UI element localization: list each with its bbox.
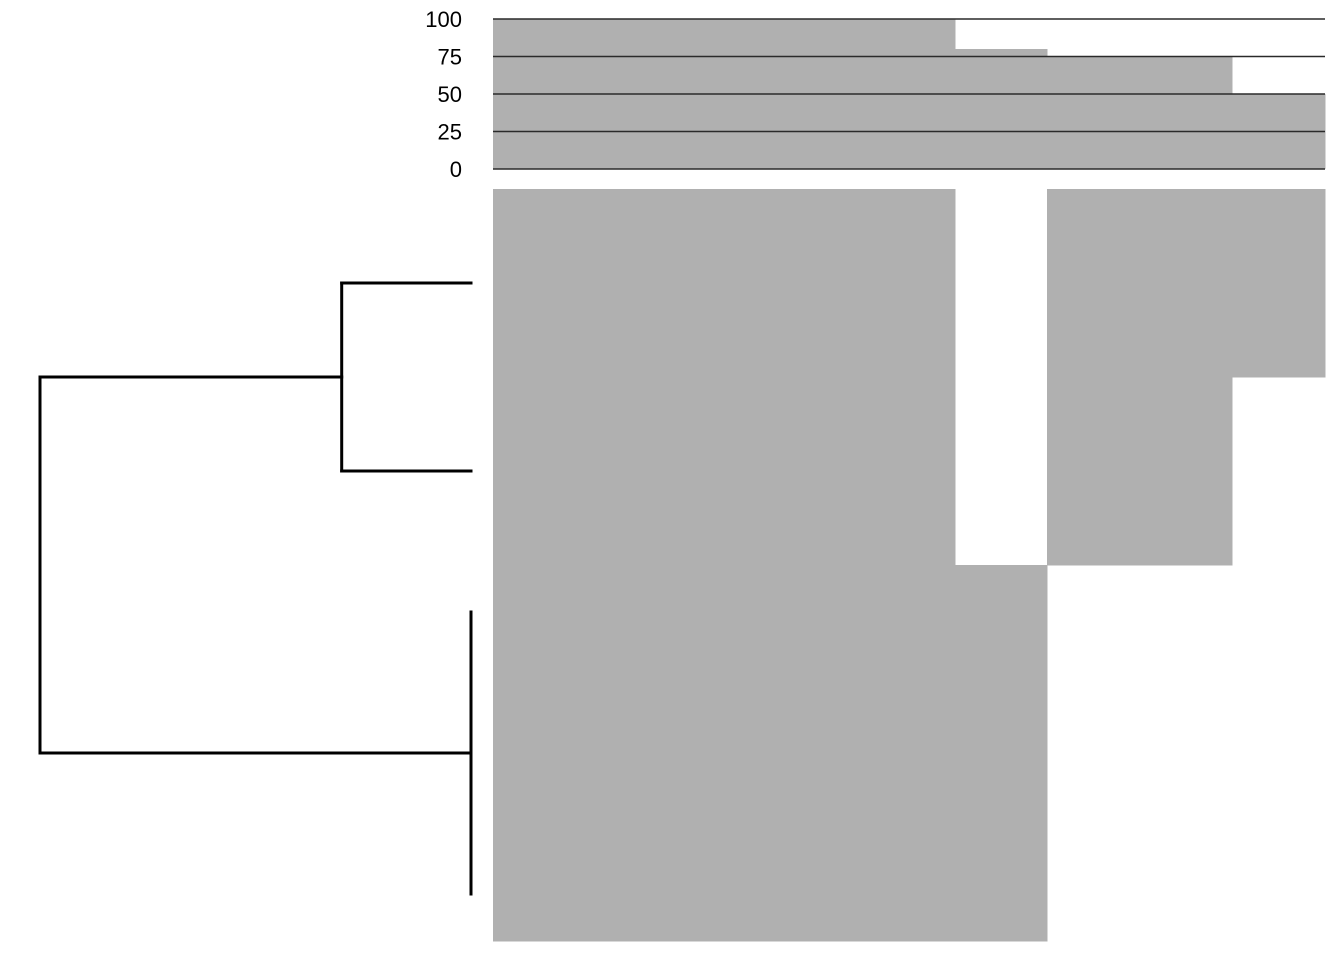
heatmap-cell-r8-c6 <box>955 847 1048 942</box>
heatmap-cell-r7-c6 <box>955 753 1048 848</box>
heatmap-cell-r6-c5 <box>863 659 956 754</box>
top-bar-8 <box>1140 56 1233 169</box>
heatmap-cell-r2-c1 <box>493 283 586 378</box>
heatmap-cell-r3-c2 <box>585 377 679 472</box>
heatmap-cell-r4-c7 <box>1047 471 1141 566</box>
heatmap-cell-r8-c2 <box>585 847 679 942</box>
heatmap-cell-r1-c3 <box>678 189 771 284</box>
heatmap-cell-r3-c7 <box>1047 377 1141 472</box>
heatmap-cell-r8-c5 <box>863 847 956 942</box>
heatmap-cell-r5-c1 <box>493 565 586 660</box>
y-tick-label-100: 100 <box>425 7 462 32</box>
row-dendrogram <box>38 281 473 896</box>
heatmap-cell-r2-c2 <box>585 283 679 378</box>
heatmap-matrix <box>493 189 1326 942</box>
heatmap-cell-r6-c4 <box>770 659 864 754</box>
heatmap-cell-r4-c3 <box>678 471 771 566</box>
y-tick-label-75: 75 <box>438 45 462 70</box>
heatmap-cell-r5-c2 <box>585 565 679 660</box>
heatmap-cell-r7-c1 <box>493 753 586 848</box>
heatmap-cell-r4-c2 <box>585 471 679 566</box>
heatmap-cell-r2-c4 <box>770 283 864 378</box>
heatmap-cell-r1-c7 <box>1047 189 1141 284</box>
heatmap-cell-r3-c8 <box>1140 377 1233 472</box>
heatmap-cell-r1-c8 <box>1140 189 1233 284</box>
heatmap-cell-r2-c9 <box>1232 283 1326 378</box>
heatmap-cell-r3-c4 <box>770 377 864 472</box>
y-tick-label-0: 0 <box>450 157 462 182</box>
heatmap-cell-r7-c3 <box>678 753 771 848</box>
heatmap-cell-r6-c1 <box>493 659 586 754</box>
heatmap-cell-r5-c4 <box>770 565 864 660</box>
heatmap-cell-r4-c4 <box>770 471 864 566</box>
top-bar-y-axis: 100 75 50 25 0 <box>425 7 1325 182</box>
heatmap-cell-r5-c5 <box>863 565 956 660</box>
heatmap-cell-r7-c5 <box>863 753 956 848</box>
heatmap-cell-r8-c1 <box>493 847 586 942</box>
heatmap-cell-r4-c5 <box>863 471 956 566</box>
heatmap-cell-r5-c6 <box>955 565 1048 660</box>
heatmap-cell-r8-c4 <box>770 847 864 942</box>
heatmap-cell-r1-c2 <box>585 189 679 284</box>
heatmap-cell-r4-c8 <box>1140 471 1233 566</box>
heatmap-cell-r6-c2 <box>585 659 679 754</box>
heatmap-cell-r2-c3 <box>678 283 771 378</box>
heatmap-cell-r7-c2 <box>585 753 679 848</box>
heatmap-cell-r1-c9 <box>1232 189 1326 284</box>
heatmap-cell-r6-c6 <box>955 659 1048 754</box>
y-tick-label-50: 50 <box>438 82 462 107</box>
heatmap-cell-r3-c1 <box>493 377 586 472</box>
heatmap-cell-r6-c3 <box>678 659 771 754</box>
heatmap-cell-r2-c7 <box>1047 283 1141 378</box>
heatmap-cell-r5-c3 <box>678 565 771 660</box>
heatmap-cell-r2-c8 <box>1140 283 1233 378</box>
heatmap-cell-r7-c4 <box>770 753 864 848</box>
heatmap-cell-r3-c3 <box>678 377 771 472</box>
heatmap-cell-r1-c1 <box>493 189 586 284</box>
top-bar-6 <box>955 49 1048 169</box>
heatmap-cell-r4-c1 <box>493 471 586 566</box>
top-bar-7 <box>1047 56 1141 169</box>
heatmap-cell-r8-c3 <box>678 847 771 942</box>
heatmap-cell-r1-c5 <box>863 189 956 284</box>
heatmap-cell-r3-c5 <box>863 377 956 472</box>
heatmap-cell-r1-c4 <box>770 189 864 284</box>
heatmap-cell-r2-c5 <box>863 283 956 378</box>
y-tick-label-25: 25 <box>438 120 462 145</box>
